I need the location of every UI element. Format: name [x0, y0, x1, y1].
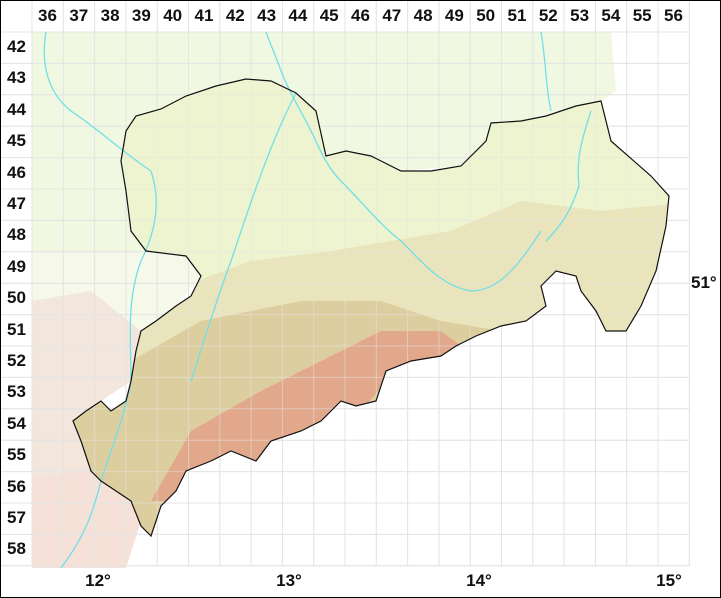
- column-label: 52: [538, 6, 558, 25]
- column-label: 37: [69, 6, 89, 25]
- row-label: 45: [7, 131, 26, 151]
- column-label: 44: [288, 6, 308, 25]
- row-label: 42: [7, 37, 26, 56]
- column-label: 56: [664, 6, 683, 25]
- latitude-label: 51°: [691, 273, 717, 292]
- river-mulde: [190, 92, 297, 382]
- row-label: 55: [7, 445, 26, 465]
- row-label: 54: [7, 413, 26, 433]
- row-label: 44: [7, 99, 26, 119]
- column-label: 41: [194, 6, 214, 25]
- longitude-label: 14°: [466, 571, 492, 590]
- row-label: 50: [7, 288, 26, 308]
- neighbor-region-south: [32, 471, 141, 568]
- river-saale: [43, 31, 157, 262]
- row-label: 46: [7, 162, 26, 182]
- column-label: 38: [100, 6, 120, 25]
- river-elbe: [265, 31, 542, 292]
- column-label: 50: [476, 6, 496, 25]
- row-label: 52: [7, 351, 26, 370]
- river-neisse: [545, 110, 592, 242]
- column-label: 54: [601, 6, 621, 25]
- column-label: 46: [351, 6, 370, 25]
- longitude-label: 12°: [85, 571, 111, 590]
- rivers: [43, 31, 592, 569]
- column-label: 39: [131, 6, 151, 25]
- saxony-border: [72, 78, 670, 538]
- column-label: 42: [225, 6, 245, 25]
- neighbor-region-southwest: [32, 291, 141, 476]
- column-label: 45: [319, 6, 339, 25]
- river-white-elster: [60, 260, 142, 569]
- grid-lines-overlay: [1, 1, 690, 567]
- row-label: 49: [7, 256, 26, 276]
- longitude-label: 15°: [656, 571, 682, 590]
- row-label: 51: [7, 319, 26, 339]
- column-label: 51: [507, 6, 527, 25]
- column-label: 55: [632, 6, 652, 25]
- row-label: 56: [7, 476, 26, 496]
- row-label: 53: [7, 382, 26, 402]
- column-label: 49: [444, 6, 464, 25]
- longitude-label: 13°: [276, 571, 302, 590]
- row-label: 58: [7, 539, 26, 559]
- column-label: 40: [163, 6, 183, 25]
- row-label: 43: [7, 68, 26, 88]
- column-label: 36: [38, 6, 57, 25]
- column-label: 48: [413, 6, 433, 25]
- river-spree: [540, 31, 552, 112]
- column-label: 53: [570, 6, 590, 25]
- row-label: 47: [7, 194, 26, 213]
- column-label: 47: [382, 6, 402, 25]
- row-label: 48: [7, 225, 26, 245]
- row-label: 57: [7, 508, 26, 527]
- column-label: 43: [257, 6, 277, 25]
